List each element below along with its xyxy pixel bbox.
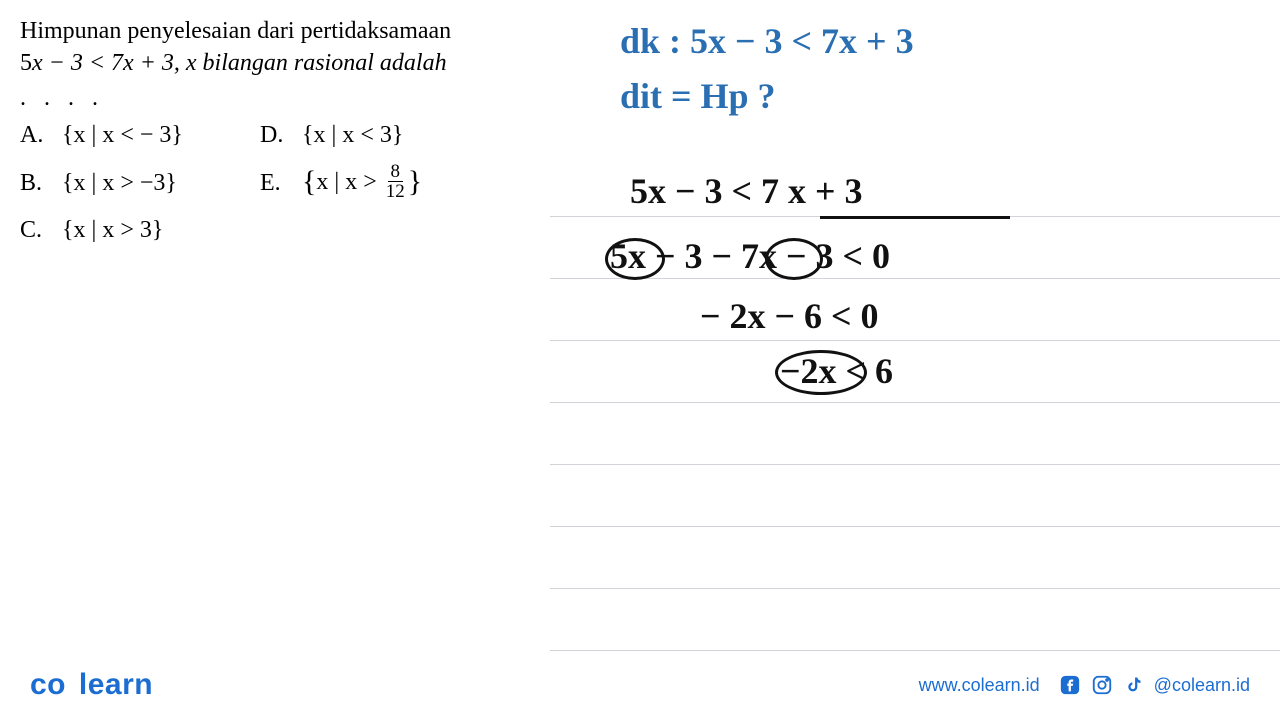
option-text: {x | x > −3}	[62, 170, 177, 197]
option-d: D. {x | x < 3}	[260, 122, 540, 149]
question-panel: Himpunan penyelesaian dari pertidaksamaa…	[20, 15, 580, 244]
hw-given: dk : 5x − 3 < 7x + 3	[620, 20, 914, 62]
question-line2: 5x − 3 < 7x + 3, x bilangan rasional ada…	[20, 47, 580, 79]
option-text: {x | x < 3}	[302, 122, 403, 149]
facebook-icon[interactable]	[1058, 673, 1082, 697]
instagram-icon[interactable]	[1090, 673, 1114, 697]
option-b: B. {x | x > −3}	[20, 163, 260, 203]
options-grid: A. {x | x < − 3} D. {x | x < 3} B. {x | …	[20, 122, 580, 244]
brand-logo: co learn	[30, 668, 153, 702]
option-text: {x | x > 812}	[302, 163, 422, 203]
ruled-lines	[550, 155, 1280, 655]
option-text: {x | x > 3}	[62, 217, 163, 244]
hw-circle-7x	[765, 238, 823, 280]
option-letter: D.	[260, 122, 284, 149]
footer-url[interactable]: www.colearn.id	[919, 675, 1040, 696]
footer: co learn www.colearn.id @colearn.id	[0, 668, 1280, 702]
hw-asked: dit = Hp ?	[620, 75, 776, 117]
option-c: C. {x | x > 3}	[20, 217, 260, 244]
hw-circle-5x	[605, 238, 665, 280]
work-panel: dk : 5x − 3 < 7x + 3 dit = Hp ? 5x − 3 <…	[580, 0, 1280, 720]
hw-underline	[820, 216, 1010, 219]
option-a: A. {x | x < − 3}	[20, 122, 260, 149]
hw-circle-2x	[775, 350, 867, 395]
question-text: Himpunan penyelesaian dari pertidaksamaa…	[20, 15, 580, 114]
option-letter: E.	[260, 170, 284, 197]
hw-step1: 5x − 3 < 7 x + 3	[630, 170, 863, 212]
hw-step3: − 2x − 6 < 0	[700, 295, 879, 337]
social-handle[interactable]: @colearn.id	[1154, 675, 1250, 696]
question-line1: Himpunan penyelesaian dari pertidaksamaa…	[20, 15, 580, 47]
social-icons: @colearn.id	[1058, 673, 1250, 697]
footer-right: www.colearn.id @colearn.id	[919, 673, 1250, 697]
question-dots: . . . .	[20, 82, 580, 114]
option-letter: B.	[20, 170, 44, 197]
option-letter: A.	[20, 122, 44, 149]
option-letter: C.	[20, 217, 44, 244]
tiktok-icon[interactable]	[1122, 673, 1146, 697]
option-e: E. {x | x > 812}	[260, 163, 540, 203]
option-text: {x | x < − 3}	[62, 122, 183, 149]
